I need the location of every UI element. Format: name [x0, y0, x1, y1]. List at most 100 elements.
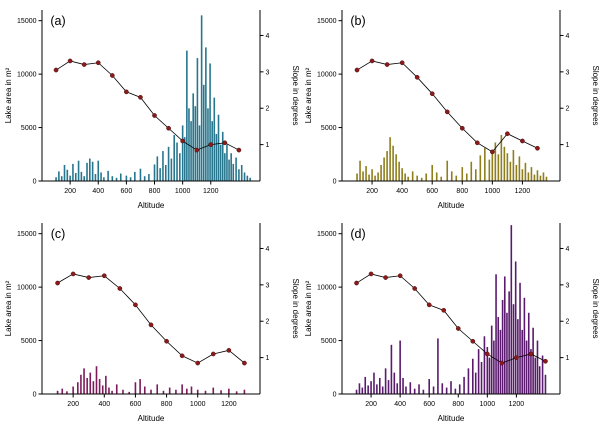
bar [235, 157, 237, 181]
slope-point [226, 347, 232, 353]
panel-label: (c) [51, 227, 66, 241]
bar [153, 164, 156, 181]
bar [370, 381, 372, 394]
bar [380, 164, 382, 181]
bar [211, 121, 213, 181]
y-left-tick-label: 5000 [21, 338, 37, 345]
slope-point [166, 125, 171, 131]
bar [358, 383, 361, 394]
bar [215, 133, 218, 181]
bar [461, 167, 464, 181]
x-axis-title: Altitude [138, 414, 165, 423]
slope-point [444, 109, 450, 115]
slope-point [484, 351, 490, 357]
y-right-tick-label: 3 [266, 282, 270, 289]
panel-label: (a) [50, 14, 65, 28]
bar [359, 160, 361, 181]
y-left-axis-title: Lake area in m² [4, 280, 13, 336]
bar [425, 173, 427, 181]
slope-point [236, 147, 242, 153]
bar [108, 387, 110, 394]
slope-point [354, 280, 359, 286]
bar [365, 166, 367, 181]
bar [377, 172, 379, 181]
bar [111, 176, 114, 181]
bar [156, 384, 159, 394]
bar [381, 386, 384, 394]
bar [72, 386, 74, 394]
bar [139, 379, 141, 394]
x-tick-label: 1000 [480, 401, 496, 408]
bar [514, 261, 517, 394]
bar [373, 372, 375, 394]
y-left-tick-label: 15000 [317, 231, 337, 238]
y-left-tick-label: 0 [33, 391, 37, 398]
bar [480, 361, 483, 394]
bar [420, 177, 423, 181]
x-axis-title: Altitude [138, 201, 165, 210]
bar [393, 372, 396, 394]
bar [441, 383, 444, 394]
bar [518, 156, 521, 181]
panel-a: 200 400 600 800 1000 1200 0 5000 10000 15000 1 2 3 4 L… [0, 0, 300, 213]
bar [362, 171, 364, 181]
bar [139, 168, 142, 181]
bar [399, 340, 401, 394]
bar [103, 177, 105, 181]
bar [66, 391, 68, 394]
slope-point [354, 67, 360, 73]
bar [530, 349, 532, 394]
bar [91, 161, 94, 181]
bar [525, 340, 528, 394]
y-left-tick-label: 5000 [321, 338, 337, 345]
bar [387, 380, 390, 394]
slope-point [455, 326, 461, 331]
bar [107, 170, 109, 181]
slope-point [414, 74, 420, 80]
bar [455, 175, 458, 181]
slope-line [356, 60, 538, 153]
x-tick-label: 600 [423, 401, 435, 408]
bar [491, 151, 494, 181]
slope-point [528, 351, 534, 357]
x-tick-label: 1000 [175, 188, 191, 195]
bar [212, 387, 215, 394]
bar [243, 172, 246, 181]
panel-b: 200 400 600 800 1000 1200 0 5000 10000 15000 1 2 3 4 L… [300, 0, 600, 213]
slope-point [101, 273, 107, 279]
bar [512, 150, 515, 181]
slope-point [55, 280, 60, 286]
bar [519, 282, 521, 394]
bar [378, 377, 381, 394]
slope-point [242, 360, 247, 366]
slope-point [535, 145, 540, 151]
bar [368, 174, 370, 181]
bar [240, 164, 243, 181]
bar [472, 358, 474, 394]
x-tick-label: 800 [456, 188, 468, 195]
bar [544, 374, 547, 394]
bar [506, 312, 508, 394]
y-left-tick-label: 15000 [317, 18, 337, 25]
slope-point [138, 94, 143, 100]
slope-point [543, 358, 548, 364]
bar [534, 357, 537, 394]
bar [66, 169, 69, 181]
x-tick-label: 1200 [515, 188, 531, 195]
bar [407, 176, 409, 181]
bar [405, 386, 407, 394]
bar [89, 372, 92, 394]
bar [404, 173, 406, 181]
x-tick-label: 1200 [203, 188, 219, 195]
bar [376, 384, 378, 394]
bar [486, 346, 489, 394]
y-right-tick-label: 3 [566, 282, 570, 289]
slope-point [397, 273, 403, 279]
bar [533, 174, 536, 181]
slope-point [148, 322, 154, 328]
bar [56, 390, 59, 394]
bar [129, 177, 132, 181]
bar [521, 329, 524, 394]
slope-point [210, 351, 216, 357]
bar [186, 50, 188, 181]
